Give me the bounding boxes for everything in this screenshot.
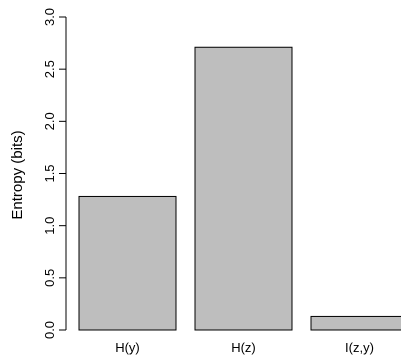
- y-tick-label: 0.5: [42, 269, 57, 287]
- y-tick-label: 2.0: [42, 112, 57, 130]
- x-axis-labels: H(y) H(z) I(z,y): [115, 340, 374, 355]
- x-category-label: I(z,y): [345, 340, 374, 355]
- x-category-label: H(y): [115, 340, 140, 355]
- y-tick-label: 1.5: [42, 164, 57, 182]
- y-tick-label: 2.5: [42, 60, 57, 78]
- bars: [78, 46, 401, 331]
- bar: [78, 195, 177, 331]
- y-axis: 0.0 0.5 1.0 1.5 2.0 2.5 3.0: [42, 8, 67, 339]
- bar: [310, 315, 401, 331]
- y-tick-label: 1.0: [42, 217, 57, 235]
- y-axis-title: Entropy (bits): [9, 130, 26, 219]
- bar: [194, 46, 293, 331]
- y-tick-label: 3.0: [42, 8, 57, 26]
- y-tick-label: 0.0: [42, 321, 57, 339]
- x-category-label: H(z): [231, 340, 256, 355]
